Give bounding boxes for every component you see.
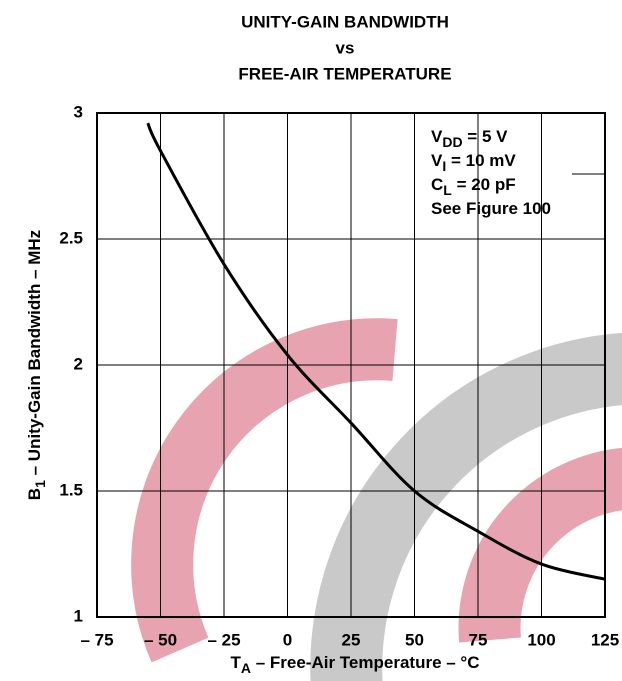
chart-title: UNITY-GAIN BANDWIDTH bbox=[241, 12, 449, 31]
chart-title: FREE-AIR TEMPERATURE bbox=[238, 64, 451, 83]
plot-frame bbox=[96, 112, 606, 618]
watermark-arc bbox=[310, 332, 622, 681]
x-axis-label-main: T bbox=[230, 653, 241, 672]
annotation-sub: DD bbox=[442, 134, 462, 150]
y-tick-label: 1 bbox=[74, 606, 83, 625]
y-axis-label: B1 – Unity-Gain Bandwidth – MHz bbox=[25, 230, 48, 500]
x-tick-label: 125 bbox=[591, 630, 619, 649]
x-tick-label: 50 bbox=[405, 630, 424, 649]
x-axis-label-sub: A bbox=[241, 660, 251, 676]
x-tick-label: – 25 bbox=[207, 630, 240, 649]
annotation-main: See Figure 100 bbox=[431, 199, 551, 218]
y-tick-label: 3 bbox=[74, 102, 83, 121]
x-tick-label: – 50 bbox=[144, 630, 177, 649]
y-tick-label: 2 bbox=[74, 354, 83, 373]
annotation-rest: = 20 pF bbox=[452, 175, 516, 194]
y-axis-label-main: B bbox=[25, 488, 44, 500]
annotation-main: V bbox=[431, 127, 443, 146]
x-axis-label: TA – Free-Air Temperature – °C bbox=[230, 653, 479, 676]
chart-title: vs bbox=[336, 38, 355, 57]
y-axis-label-sub: 1 bbox=[32, 480, 48, 488]
y-axis-label-rest: – Unity-Gain Bandwidth – MHz bbox=[25, 230, 44, 480]
y-tick-label: 1.5 bbox=[59, 480, 83, 499]
y-tick-label: 2.5 bbox=[59, 228, 83, 247]
annotation: VI = 10 mV bbox=[431, 151, 516, 174]
annotation: See Figure 100 bbox=[431, 199, 551, 218]
x-tick-label: – 75 bbox=[80, 630, 113, 649]
x-axis-label-rest: – Free-Air Temperature – °C bbox=[251, 653, 480, 672]
x-tick-label: 75 bbox=[469, 630, 488, 649]
annotation-rest: = 5 V bbox=[463, 127, 509, 146]
watermark-arc bbox=[131, 318, 398, 663]
annotation-sub: L bbox=[443, 182, 452, 198]
annotation-main: C bbox=[431, 175, 443, 194]
content: UNITY-GAIN BANDWIDTH vs FREE-AIR TEMPERATU… bbox=[25, 12, 619, 676]
x-tick-label: 100 bbox=[527, 630, 555, 649]
annotation-sub: I bbox=[442, 158, 446, 174]
annotation-rest: = 10 mV bbox=[446, 151, 516, 170]
series-line bbox=[146, 122, 606, 581]
annotation-main: V bbox=[431, 151, 443, 170]
x-tick-label: 25 bbox=[342, 630, 361, 649]
annotation: CL = 20 pF bbox=[431, 175, 516, 198]
annotation: VDD = 5 V bbox=[431, 127, 508, 150]
watermark-arc bbox=[458, 447, 622, 643]
x-tick-label: 0 bbox=[283, 630, 292, 649]
